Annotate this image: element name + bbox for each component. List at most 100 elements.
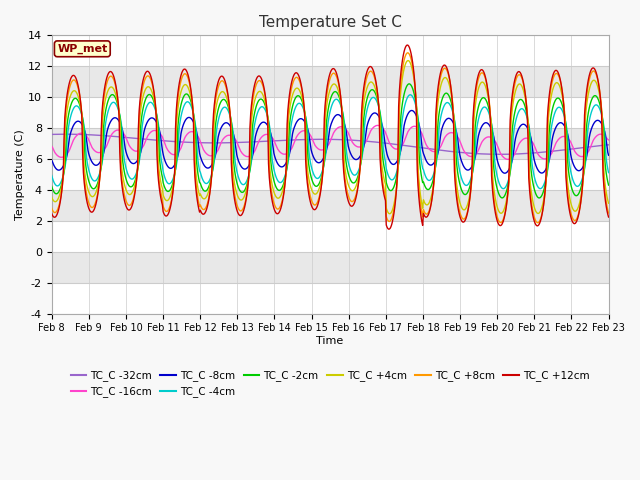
Legend: TC_C -32cm, TC_C -16cm, TC_C -8cm, TC_C -4cm, TC_C -2cm, TC_C +4cm, TC_C +8cm, T: TC_C -32cm, TC_C -16cm, TC_C -8cm, TC_C … <box>67 366 594 401</box>
TC_C -2cm <box>115 108 123 114</box>
TC_C -2cm <box>172 166 179 171</box>
TC_C +8cm <box>172 155 179 160</box>
TC_C +8cm <box>404 50 412 56</box>
TC_C -16cm <box>58 155 65 160</box>
TC_C -4cm <box>172 167 179 172</box>
TC_C -4cm <box>406 92 414 97</box>
TC_C -16cm <box>504 156 512 162</box>
TC_C +8cm <box>58 189 65 194</box>
TC_C +12cm <box>403 42 411 48</box>
TC_C +4cm <box>201 196 209 202</box>
TC_C +4cm <box>404 58 412 63</box>
TC_C +8cm <box>534 220 542 226</box>
TC_C -32cm <box>399 143 406 148</box>
TC_C -2cm <box>398 105 406 111</box>
TC_C +12cm <box>48 211 56 216</box>
Line: TC_C +8cm: TC_C +8cm <box>52 53 609 223</box>
TC_C +12cm <box>416 202 424 207</box>
TC_C -8cm <box>48 157 56 163</box>
TC_C -8cm <box>605 152 612 158</box>
TC_C +4cm <box>172 160 179 166</box>
TC_C +4cm <box>416 184 424 190</box>
TC_C -8cm <box>172 160 179 166</box>
TC_C -32cm <box>496 151 504 157</box>
TC_C -2cm <box>535 195 543 201</box>
Bar <box>52 283 609 313</box>
TC_C -8cm <box>58 166 65 171</box>
Bar <box>52 221 609 252</box>
TC_C -2cm <box>48 183 56 189</box>
TC_C +12cm <box>385 226 392 232</box>
TC_C -32cm <box>48 132 56 137</box>
TC_C +8cm <box>201 206 209 212</box>
TC_C +4cm <box>605 200 612 206</box>
TC_C -8cm <box>415 120 422 126</box>
Line: TC_C -8cm: TC_C -8cm <box>52 110 609 173</box>
TC_C -4cm <box>201 180 209 186</box>
TC_C -2cm <box>415 146 422 152</box>
TC_C -16cm <box>374 122 381 128</box>
TC_C +8cm <box>115 108 123 114</box>
TC_C -8cm <box>201 164 209 169</box>
Bar <box>52 97 609 128</box>
TC_C -4cm <box>499 186 507 192</box>
TC_C +12cm <box>605 214 612 220</box>
TC_C -8cm <box>408 108 415 113</box>
Line: TC_C +12cm: TC_C +12cm <box>52 45 609 229</box>
Bar <box>52 190 609 221</box>
Bar <box>52 66 609 97</box>
Bar <box>52 36 609 66</box>
Line: TC_C -16cm: TC_C -16cm <box>52 125 609 159</box>
TC_C -8cm <box>398 143 406 148</box>
TC_C -4cm <box>605 170 612 176</box>
TC_C -16cm <box>48 144 56 149</box>
TC_C -16cm <box>415 126 422 132</box>
TC_C -32cm <box>173 139 180 144</box>
TC_C +4cm <box>399 74 406 80</box>
TC_C +4cm <box>48 194 56 200</box>
TC_C -2cm <box>201 188 209 194</box>
TC_C -2cm <box>58 181 65 187</box>
TC_C +12cm <box>172 124 179 130</box>
TC_C -32cm <box>116 134 124 140</box>
TC_C +12cm <box>201 210 209 216</box>
TC_C -16cm <box>201 149 209 155</box>
TC_C -4cm <box>115 109 123 115</box>
TC_C -32cm <box>605 142 612 148</box>
Line: TC_C -2cm: TC_C -2cm <box>52 84 609 198</box>
TC_C -32cm <box>58 132 65 137</box>
TC_C -32cm <box>415 144 422 150</box>
TC_C +12cm <box>58 189 65 194</box>
TC_C -32cm <box>63 132 71 137</box>
TC_C -16cm <box>399 142 406 148</box>
Line: TC_C -32cm: TC_C -32cm <box>52 134 609 154</box>
Bar <box>52 159 609 190</box>
TC_C +4cm <box>58 183 65 189</box>
TC_C -16cm <box>172 151 179 157</box>
TC_C +12cm <box>399 57 406 62</box>
TC_C +4cm <box>385 211 393 216</box>
X-axis label: Time: Time <box>316 336 344 346</box>
Text: WP_met: WP_met <box>57 44 108 54</box>
TC_C -4cm <box>58 178 65 183</box>
Line: TC_C -4cm: TC_C -4cm <box>52 95 609 189</box>
Title: Temperature Set C: Temperature Set C <box>259 15 401 30</box>
TC_C -4cm <box>415 121 422 127</box>
TC_C -32cm <box>202 140 210 146</box>
TC_C -4cm <box>48 172 56 178</box>
TC_C -16cm <box>115 127 123 133</box>
TC_C +8cm <box>415 184 422 190</box>
TC_C +8cm <box>48 205 56 211</box>
TC_C -4cm <box>398 122 406 128</box>
Bar <box>52 252 609 283</box>
TC_C -2cm <box>406 81 413 87</box>
TC_C -8cm <box>115 118 123 124</box>
Line: TC_C +4cm: TC_C +4cm <box>52 60 609 214</box>
TC_C +8cm <box>605 210 612 216</box>
TC_C -16cm <box>605 137 612 143</box>
TC_C -2cm <box>605 182 612 188</box>
TC_C +12cm <box>115 112 123 118</box>
TC_C +8cm <box>398 71 406 77</box>
Y-axis label: Temperature (C): Temperature (C) <box>15 129 25 220</box>
TC_C -8cm <box>501 170 509 176</box>
